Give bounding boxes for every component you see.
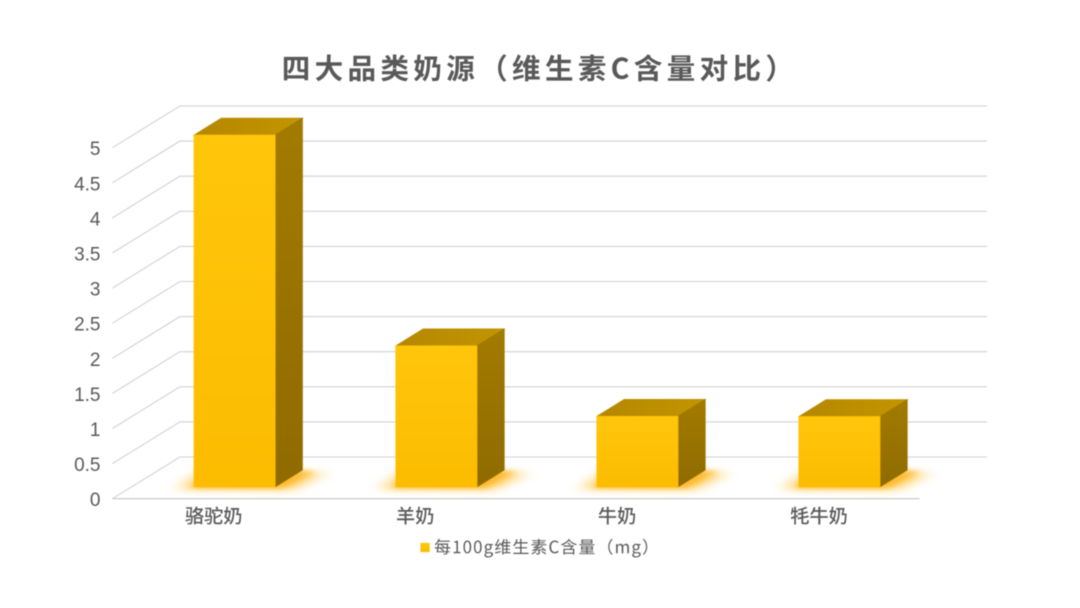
svg-text:5: 5 (90, 139, 101, 160)
svg-text:1.5: 1.5 (74, 385, 100, 406)
svg-text:4.5: 4.5 (74, 174, 100, 195)
svg-text:3.5: 3.5 (74, 245, 100, 266)
svg-text:2.5: 2.5 (74, 315, 100, 336)
svg-text:2: 2 (90, 350, 101, 371)
svg-text:0: 0 (90, 490, 101, 511)
svg-text:4: 4 (90, 209, 101, 230)
svg-text:3: 3 (90, 280, 101, 301)
svg-text:0.5: 0.5 (74, 455, 100, 476)
svg-text:1: 1 (90, 420, 101, 441)
